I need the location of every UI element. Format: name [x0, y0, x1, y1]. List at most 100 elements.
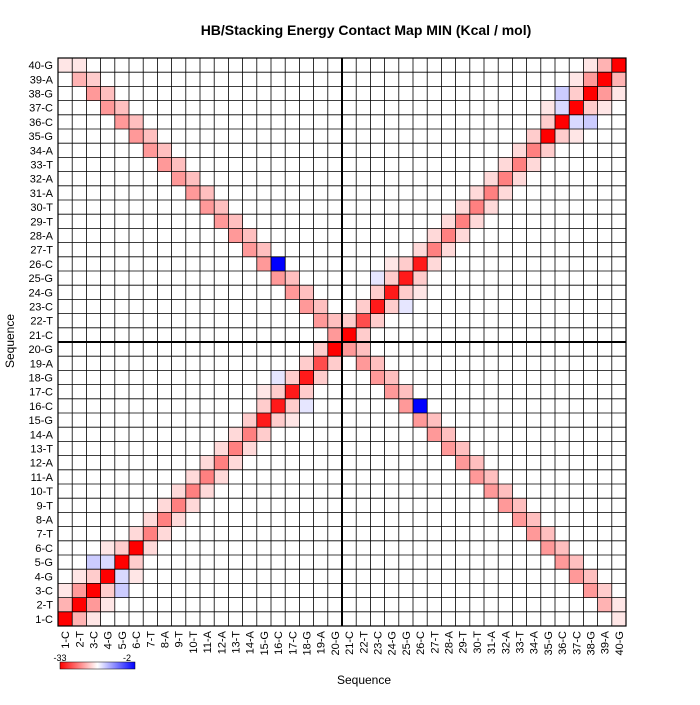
heatmap-cell — [214, 455, 229, 470]
heatmap-cell — [185, 484, 200, 499]
heatmap-cell — [242, 413, 257, 428]
x-tick-label: 35-G — [543, 631, 555, 655]
y-tick-label: 40-G — [29, 60, 53, 72]
chart-title: HB/Stacking Energy Contact Map MIN (Kcal… — [201, 22, 532, 38]
heatmap-cell — [72, 569, 87, 584]
heatmap-cell — [86, 597, 101, 612]
heatmap-cell — [611, 611, 626, 626]
x-tick-label: 36-C — [557, 631, 569, 655]
heatmap-cell — [256, 256, 271, 271]
heatmap-cell — [370, 285, 385, 300]
y-tick-label: 32-A — [30, 174, 54, 186]
heatmap-cell — [441, 441, 456, 456]
heatmap-cell — [611, 86, 626, 101]
heatmap-cell — [455, 455, 470, 470]
heatmap-cell — [157, 512, 172, 527]
heatmap-cell — [413, 413, 428, 428]
heatmap-cell — [540, 129, 555, 144]
x-tick-label: 9-T — [174, 631, 186, 648]
heatmap-cell — [72, 72, 87, 87]
heatmap-cell — [157, 526, 172, 541]
x-tick-label: 20-G — [330, 631, 342, 655]
heatmap-cell — [129, 114, 144, 129]
heatmap-cell — [256, 242, 271, 257]
heatmap-cell — [484, 200, 499, 215]
heatmap-cell — [114, 583, 129, 598]
x-tick-label: 1-C — [60, 631, 72, 649]
y-axis-label: Sequence — [3, 314, 17, 368]
y-tick-label: 19-A — [30, 358, 54, 370]
heatmap-cell — [313, 356, 328, 371]
heatmap-cell — [271, 271, 286, 286]
heatmap-cell — [455, 228, 470, 243]
heatmap-cell — [129, 555, 144, 570]
heatmap-cell — [86, 555, 101, 570]
heatmap-cell — [398, 256, 413, 271]
x-tick-label: 13-T — [231, 631, 243, 654]
x-tick-label: 30-T — [472, 631, 484, 654]
heatmap-cell — [370, 271, 385, 286]
heatmap-cell — [271, 370, 286, 385]
heatmap-cell — [185, 185, 200, 200]
heatmap-cell — [299, 384, 314, 399]
y-tick-label: 5-G — [35, 557, 53, 569]
heatmap-cell — [114, 100, 129, 115]
heatmap-cell — [327, 313, 342, 328]
y-tick-label: 4-G — [35, 571, 53, 583]
heatmap-cell — [555, 555, 570, 570]
heatmap-cell — [597, 58, 612, 73]
heatmap-cell — [157, 498, 172, 513]
heatmap-cell — [58, 611, 73, 626]
heatmap-cell — [86, 569, 101, 584]
heatmap-cell — [384, 271, 399, 286]
heatmap-cell — [114, 114, 129, 129]
heatmap-cell — [569, 72, 584, 87]
heatmap-cell — [129, 129, 144, 144]
heatmap-cell — [356, 327, 371, 342]
heatmap-cell — [455, 214, 470, 229]
heatmap-cell — [469, 214, 484, 229]
heatmap-cell — [441, 214, 456, 229]
heatmap-cell — [114, 555, 129, 570]
heatmap-cell — [228, 455, 243, 470]
heatmap-cell — [214, 200, 229, 215]
heatmap-cell — [143, 512, 158, 527]
heatmap-cell — [285, 398, 300, 413]
x-tick-label: 40-G — [614, 631, 626, 655]
heatmap-cell — [611, 72, 626, 87]
heatmap-cell — [540, 540, 555, 555]
heatmap-cell — [569, 100, 584, 115]
heatmap-cell — [555, 114, 570, 129]
heatmap-cell — [200, 455, 215, 470]
y-tick-labels: 1-C 2-T 3-C 4-G 5-G 6-C 7-T 8-A 9-T 10-T 11-A 12-A 1… — [29, 60, 54, 626]
heatmap-cell — [498, 157, 513, 172]
heatmap-cell — [285, 384, 300, 399]
x-tick-label: 26-C — [415, 631, 427, 655]
heatmap-cell — [228, 228, 243, 243]
heatmap-cell — [271, 256, 286, 271]
x-tick-label: 18-G — [302, 631, 314, 655]
heatmap-cell — [555, 100, 570, 115]
heatmap-cell — [526, 512, 541, 527]
heatmap-cell — [100, 555, 115, 570]
x-tick-label: 29-T — [458, 631, 470, 654]
heatmap-cell — [370, 299, 385, 314]
heatmap-grid — [57, 57, 627, 627]
y-tick-label: 7-T — [37, 529, 54, 541]
heatmap-cell — [498, 185, 513, 200]
heatmap-cell — [171, 512, 186, 527]
heatmap-cell — [256, 398, 271, 413]
heatmap-cell — [413, 285, 428, 300]
heatmap-cell — [143, 540, 158, 555]
heatmap-cell — [86, 72, 101, 87]
heatmap-cell — [384, 285, 399, 300]
heatmap-cell — [214, 214, 229, 229]
heatmap-cell — [100, 569, 115, 584]
heatmap-cell — [313, 313, 328, 328]
heatmap-cell — [313, 370, 328, 385]
heatmap-cell — [512, 171, 527, 186]
x-tick-label: 12-A — [216, 630, 228, 654]
heatmap-cell — [512, 143, 527, 158]
colorbar — [59, 661, 136, 670]
